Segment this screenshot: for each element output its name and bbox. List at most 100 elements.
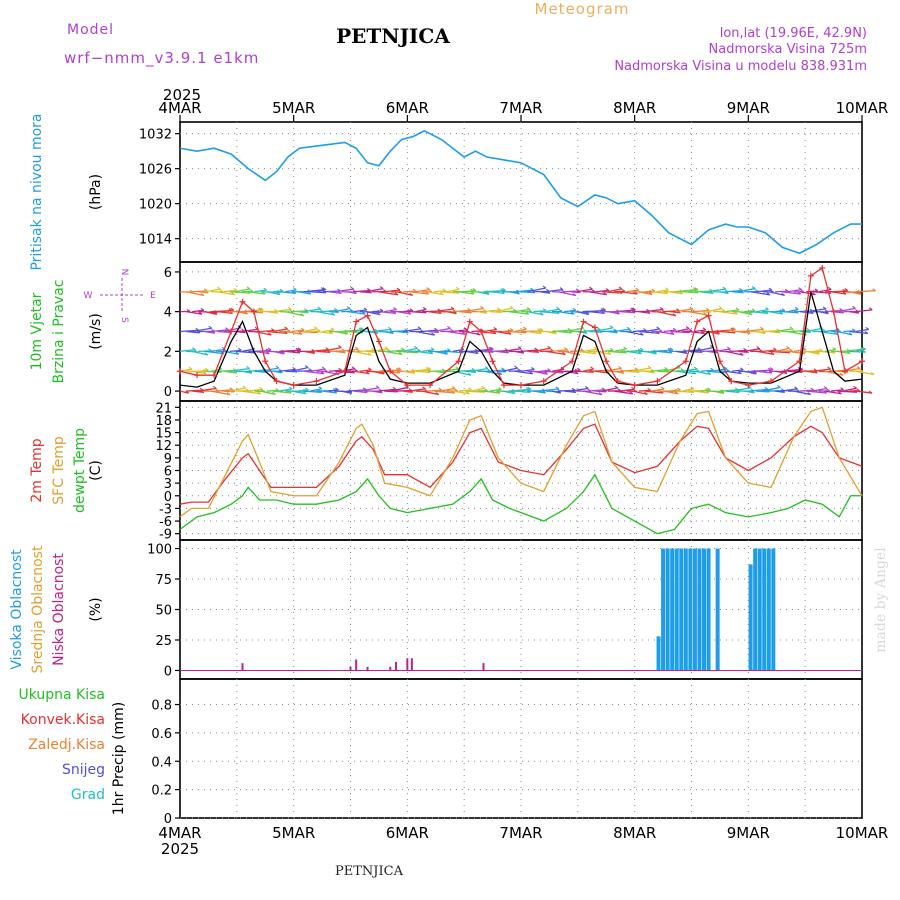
- wind-barb: [768, 330, 781, 334]
- wind-barb: [775, 347, 790, 352]
- wind-barb-tip: [525, 311, 529, 315]
- wind-barb-tip: [632, 307, 636, 311]
- wind-barb: [465, 307, 484, 313]
- wind-barb-tip: [751, 286, 756, 290]
- wind-barb: [589, 310, 605, 315]
- wind-barb: [186, 330, 200, 334]
- wind-barb: [353, 289, 371, 293]
- wind-barb-tip: [476, 332, 481, 336]
- wind-barb: [310, 368, 326, 372]
- wind-barb: [415, 370, 431, 374]
- wind-barb: [390, 349, 405, 353]
- wind-barb: [756, 308, 769, 313]
- wind-barb-tip: [779, 311, 784, 315]
- wind-barb-tip: [258, 307, 262, 311]
- wind-barb-tip: [490, 346, 494, 350]
- wind-gust-marker: [591, 324, 598, 331]
- wind-barb: [210, 348, 226, 352]
- wind-barb: [328, 389, 339, 392]
- wind-barb: [496, 307, 513, 313]
- wind-barb: [595, 327, 614, 333]
- wind-barb: [403, 347, 418, 352]
- cloud-high-bar: [688, 548, 693, 671]
- wind-barb: [465, 390, 486, 393]
- wind-barb-tip: [467, 307, 471, 311]
- wind-barb-tip: [605, 287, 610, 291]
- precip-legend-label: Grad: [71, 787, 105, 803]
- y-tick-label: 21: [155, 401, 172, 416]
- wind-barb: [533, 390, 546, 394]
- wind-barb: [316, 289, 327, 293]
- wind-barb: [279, 368, 296, 372]
- wind-barb: [731, 369, 744, 372]
- wind-gust-marker: [341, 368, 348, 375]
- y-tick-label: 0.8: [151, 699, 172, 714]
- wind-barb-tip: [760, 326, 764, 330]
- wind-barb: [496, 350, 509, 354]
- wind-gust-marker: [500, 382, 507, 389]
- wind-barb: [303, 288, 325, 293]
- wind-barb-tip: [271, 328, 275, 331]
- wind-barb: [396, 311, 411, 315]
- wind-gust-marker: [694, 318, 701, 325]
- wind-barb: [756, 289, 773, 293]
- wind-barb: [762, 349, 777, 353]
- wind-barb: [241, 390, 261, 395]
- wind-barb: [818, 350, 836, 354]
- wind-barb: [223, 309, 234, 313]
- wind-barb-tip: [208, 325, 213, 329]
- wind-barb: [204, 330, 216, 334]
- wind-barb-tip: [388, 326, 392, 330]
- y-tick-label: 50: [155, 604, 172, 619]
- wind-barb-tip: [651, 288, 656, 292]
- wind-barb-tip: [840, 387, 844, 391]
- x-tick-label-top: 8MAR: [613, 99, 656, 117]
- wind-barb-tip: [246, 366, 250, 369]
- wind-barb-tip: [322, 287, 327, 291]
- cloud-high-bar: [656, 636, 661, 671]
- wind-barb-tip: [534, 347, 538, 351]
- wind-barb-tip: [426, 287, 430, 291]
- wind-barb: [396, 330, 409, 334]
- wind-barb: [421, 368, 431, 372]
- wind-barb-tip: [648, 292, 653, 295]
- wind-barb: [378, 388, 396, 392]
- wind-barb-tip: [685, 326, 690, 330]
- wind-barb: [613, 370, 624, 374]
- wind-barb-tip: [424, 388, 428, 392]
- wind-barb-tip: [363, 307, 368, 311]
- wind-barb: [632, 349, 644, 353]
- wind-barb: [198, 387, 217, 392]
- wind-barb: [657, 289, 669, 293]
- wind-barb-tip: [502, 287, 506, 291]
- wind-barb: [316, 330, 333, 335]
- x-axis: 4MAR 4MAR 5MAR 5MAR 6MAR 6MAR 7MAR 7MAR 8MAR 8MAR…: [158, 99, 888, 842]
- station-title: PETNJICA: [336, 24, 450, 48]
- wind-barb: [514, 350, 524, 354]
- wind-barb: [446, 330, 466, 335]
- wind-barb: [365, 350, 376, 353]
- wind-barb-tip: [263, 287, 267, 291]
- dewpoint-line: [179, 473, 862, 535]
- wind-barb: [576, 350, 597, 355]
- wind-barb: [675, 390, 694, 393]
- y-tick-label: -9: [159, 528, 172, 543]
- wind-barb: [663, 329, 677, 333]
- wind-barb: [806, 327, 823, 333]
- y-tick-label: 0.2: [151, 784, 172, 799]
- wind-barb-tip: [814, 288, 819, 292]
- wind-barb: [217, 310, 233, 315]
- wind-barb-tip: [384, 346, 389, 350]
- wind-barb: [638, 330, 660, 335]
- wind-barb-tip: [860, 346, 864, 350]
- product-title: Meteogram: [535, 0, 630, 18]
- wind-gust-marker: [239, 298, 246, 305]
- wind-gust-marker: [375, 338, 382, 345]
- wind-barb-tip: [743, 347, 747, 351]
- wind-barb-tip: [609, 325, 614, 329]
- y-tick-label: 1032: [139, 128, 172, 143]
- wind-gust-marker: [796, 358, 803, 365]
- wind-barb-tip: [330, 327, 335, 331]
- wind-barb-tip: [517, 346, 522, 350]
- wind-barb: [353, 390, 368, 394]
